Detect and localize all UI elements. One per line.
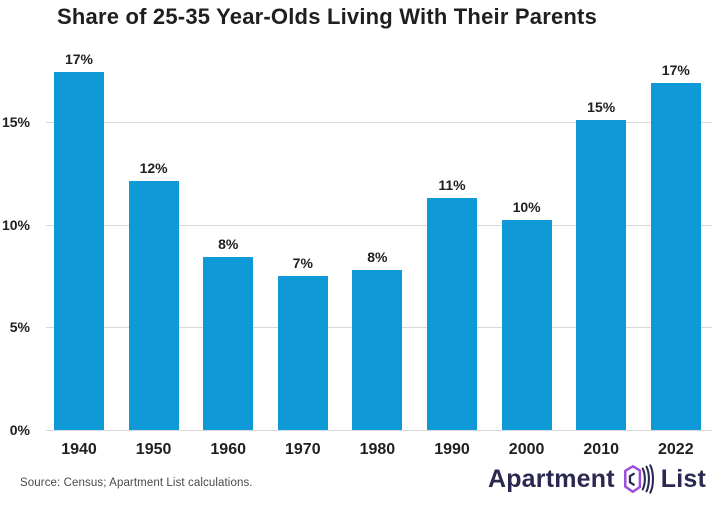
bar-1980 bbox=[352, 269, 403, 430]
x-tick-label-2022: 2022 bbox=[658, 441, 694, 458]
bar-2022 bbox=[650, 82, 701, 430]
bar-value-label-1970: 7% bbox=[292, 254, 313, 271]
x-tick-label-1960: 1960 bbox=[210, 441, 246, 458]
bar-value-label-2022: 17% bbox=[661, 61, 690, 78]
gridline-10% bbox=[46, 224, 712, 226]
bar-2000 bbox=[501, 220, 552, 430]
bar-value-label-2000: 10% bbox=[512, 199, 541, 216]
x-tick-label-1970: 1970 bbox=[285, 441, 321, 458]
bar-1960 bbox=[203, 257, 254, 430]
bar-1940 bbox=[54, 72, 104, 430]
gridline-0% bbox=[46, 430, 712, 431]
bar-value-label-1940: 17% bbox=[64, 51, 94, 68]
bar-1970 bbox=[277, 275, 328, 430]
x-tick-label-1950: 1950 bbox=[135, 441, 172, 458]
apartment-list-logo: Apartment List bbox=[488, 462, 706, 496]
y-tick-label-15%: 15% bbox=[1, 113, 30, 130]
y-tick-label-0%: 0% bbox=[9, 422, 30, 438]
bar-value-label-1950: 12% bbox=[139, 160, 168, 177]
bar-value-label-1980: 8% bbox=[367, 248, 388, 265]
bar-2010 bbox=[576, 119, 627, 430]
x-tick-label-1940: 1940 bbox=[61, 441, 97, 458]
bar-1990 bbox=[427, 197, 477, 430]
y-tick-label-5%: 5% bbox=[9, 319, 30, 336]
chart-title: Share of 25-35 Year-Olds Living With The… bbox=[57, 4, 597, 29]
source-note: Source: Census; Apartment List calculati… bbox=[20, 477, 253, 489]
x-tick-label-1980: 1980 bbox=[359, 441, 396, 458]
x-tick-label-1990: 1990 bbox=[434, 441, 470, 458]
x-tick-label-2010: 2010 bbox=[583, 441, 619, 458]
x-tick-label-2000: 2000 bbox=[508, 441, 545, 458]
bar-1950 bbox=[128, 181, 179, 430]
apartment-list-door-icon bbox=[623, 464, 654, 494]
logo-text-apartment: Apartment bbox=[487, 465, 615, 493]
y-tick-label-10%: 10% bbox=[1, 216, 30, 233]
bar-value-label-1960: 8% bbox=[218, 236, 239, 253]
bar-value-label-2010: 15% bbox=[587, 98, 616, 115]
gridline-15% bbox=[46, 121, 712, 123]
logo-text-list: List bbox=[660, 465, 706, 493]
bar-value-label-1990: 11% bbox=[438, 176, 466, 193]
